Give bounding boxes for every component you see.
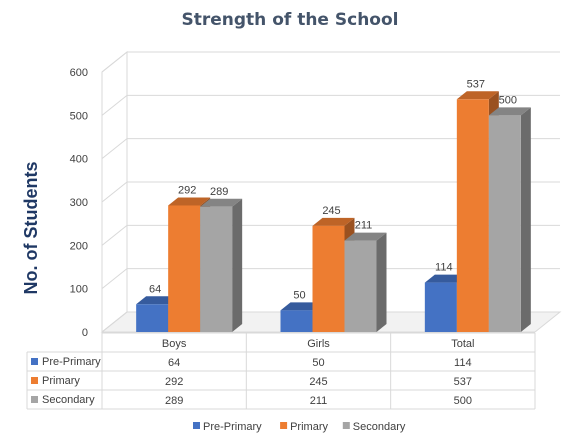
data-label: 289 — [210, 186, 228, 198]
bar-secondary-girls — [344, 232, 387, 332]
table-header-cell: Total — [451, 338, 474, 350]
bar-top — [136, 296, 179, 305]
table-series-name: Pre-Primary — [42, 356, 101, 368]
gridline-depth — [101, 94, 128, 116]
bar-front — [456, 99, 489, 332]
y-tick-label: 400 — [70, 154, 88, 166]
y-tick-label: 100 — [70, 284, 88, 296]
table-series-name: Secondary — [42, 394, 95, 406]
table-cell: 211 — [310, 395, 328, 407]
bar-top — [200, 198, 243, 207]
gridline-depth — [101, 268, 128, 290]
table-cell: 245 — [309, 376, 327, 388]
data-label: 292 — [178, 184, 196, 196]
bar-top — [456, 91, 499, 100]
bar-front — [424, 282, 457, 332]
table-legend-key — [31, 358, 38, 365]
bar-front — [200, 206, 233, 332]
table-cell: 537 — [454, 376, 472, 388]
y-tick-label: 600 — [70, 67, 88, 79]
table-cell: 500 — [454, 395, 472, 407]
data-label: 537 — [467, 78, 485, 90]
y-tick-label: 300 — [70, 197, 88, 209]
data-label: 500 — [499, 94, 517, 106]
table-legend-key — [31, 377, 38, 384]
data-label: 114 — [435, 262, 453, 274]
legend-entry: Pre-Primary — [203, 421, 262, 433]
bar-top — [488, 107, 531, 116]
gridline-depth — [101, 224, 128, 246]
table-cell: 114 — [454, 357, 472, 369]
bar-front — [168, 205, 201, 332]
bar-top — [312, 217, 355, 226]
bar-side — [376, 232, 387, 332]
table-cell: 50 — [312, 357, 324, 369]
data-labels: 64 292 289 50 245 211 114 537 500 — [149, 78, 517, 301]
bar-front — [312, 225, 345, 332]
table-cell: 64 — [168, 357, 180, 369]
bar-front — [136, 304, 169, 332]
bar-top — [280, 302, 323, 311]
bar-front — [488, 115, 521, 332]
data-label: 245 — [322, 205, 340, 217]
gridline-depth — [101, 181, 128, 203]
y-tick-label: 500 — [70, 110, 88, 122]
bar-side — [520, 107, 531, 332]
bar-secondary-total — [488, 107, 531, 332]
table-legend-key — [31, 396, 38, 403]
table-cell: 289 — [165, 395, 183, 407]
table-header-cell: Boys — [162, 338, 187, 350]
table-cell: 292 — [165, 376, 183, 388]
legend: Pre-Primary Primary Secondary — [193, 421, 406, 433]
legend-entry: Secondary — [353, 421, 406, 433]
chart-title: Strength of the School — [182, 10, 399, 30]
y-tick-label: 200 — [70, 240, 88, 252]
data-label: 64 — [149, 283, 161, 295]
bar-top — [424, 274, 467, 283]
legend-entry: Primary — [290, 421, 328, 433]
legend-key — [193, 422, 200, 429]
bar-top — [344, 232, 387, 241]
bar-top — [168, 197, 211, 206]
bar-secondary-boys — [200, 198, 243, 332]
gridline-depth — [101, 138, 128, 160]
bar-front — [280, 310, 313, 332]
table-series-name: Primary — [42, 375, 80, 387]
table-header-cell: Girls — [307, 338, 330, 350]
bar-side — [232, 198, 243, 332]
y-axis-label: No. of Students — [21, 162, 41, 295]
legend-key — [280, 422, 288, 429]
bars — [136, 91, 531, 332]
legend-key — [342, 422, 350, 429]
data-table: Boys Girls Total Pre-Primary 64 50 114 Primary 2… — [26, 332, 536, 410]
bar-front — [344, 240, 377, 332]
gridline-depth — [101, 311, 128, 333]
y-axis-ticks: 0 100 200 300 400 500 600 — [70, 67, 88, 339]
gridline-depth — [101, 51, 128, 73]
data-label: 211 — [355, 220, 373, 232]
y-tick-label: 0 — [82, 327, 88, 339]
data-label: 50 — [293, 289, 305, 301]
